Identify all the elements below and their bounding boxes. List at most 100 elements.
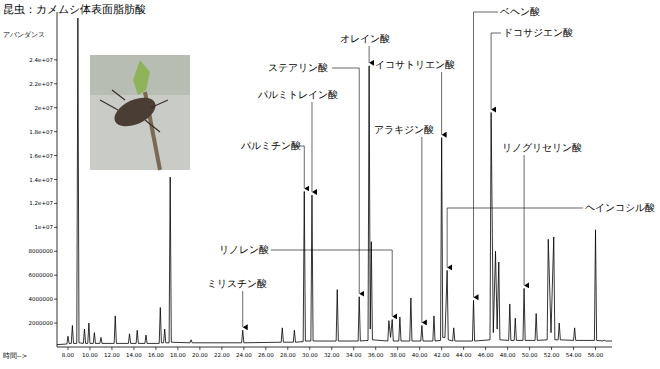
photo: [90, 55, 190, 170]
y-tick-label: 2000000: [29, 320, 54, 326]
annotation-label: ステアリン酸: [268, 62, 328, 73]
y-tick: [54, 203, 57, 204]
annotation-leader: [293, 146, 304, 188]
x-tick-label: 14.00: [126, 352, 142, 358]
x-tick: [111, 347, 112, 350]
y-tick-label: 6000000: [29, 272, 54, 278]
x-tick-label: 30.00: [302, 352, 318, 358]
x-tick: [573, 347, 574, 350]
annotation-leader: [491, 33, 501, 110]
x-tick-label: 16.00: [148, 352, 164, 358]
y-tick-label: 8000000: [29, 248, 54, 254]
x-tick-label: 46.00: [478, 352, 494, 358]
annotations: ミリスチン酸 パルミチン酸 パルミトレイン酸ステアリン酸 オレイン酸イコサトリエン酸ア…: [207, 6, 655, 327]
photo-leaf: [133, 60, 150, 95]
y-tick: [54, 107, 57, 108]
x-tick: [485, 347, 486, 350]
x-tick: [89, 347, 90, 350]
y-tick-label: 1.6e+07: [29, 153, 53, 159]
photo-sky: [90, 55, 190, 95]
y-tick-label: 4000000: [29, 296, 54, 302]
y-tick: [54, 179, 57, 180]
y-tick: [54, 83, 57, 84]
plot-area: [57, 18, 612, 345]
annotation-label: リノレン酸: [219, 244, 269, 255]
x-tick: [265, 347, 266, 350]
title: 昆虫：カメムシ体表面脂肪酸: [3, 3, 146, 16]
x-tick: [441, 347, 442, 350]
y-tick: [54, 155, 57, 156]
x-tick-label: 56.00: [588, 352, 604, 358]
x-tick: [177, 347, 178, 350]
x-tick: [287, 347, 288, 350]
annotation-label: ベヘン酸: [500, 6, 540, 17]
annotation-leader: [242, 291, 243, 327]
y-tick-label: 1.4e+07: [29, 177, 53, 183]
x-tick: [221, 347, 222, 350]
x-label: 時間-->: [3, 352, 27, 360]
annotation-leader: [524, 155, 525, 285]
annotation-label: ミリスチン酸: [207, 278, 267, 289]
x-tick-label: 38.00: [390, 352, 406, 358]
chromatogram-line: [57, 18, 612, 345]
x-tick: [133, 347, 134, 350]
annotation-label: アラキジン酸: [374, 124, 434, 135]
annotation-label: ヘインコシル酸: [585, 202, 655, 213]
annotation-label: オレイン酸: [340, 33, 390, 44]
annotation-label: イコサトリエン酸: [375, 59, 455, 70]
x-tick-label: 48.00: [500, 352, 516, 358]
y-tick-label: 1.2e+07: [29, 200, 53, 206]
annotation-leader: [421, 137, 422, 322]
x-tick-label: 10.00: [82, 352, 98, 358]
x-tick-label: 54.00: [566, 352, 582, 358]
annotation-leader: [311, 102, 312, 192]
x-tick-label: 12.00: [104, 352, 120, 358]
x-tick: [419, 347, 420, 350]
y-tick-label: 1e+07: [35, 224, 54, 230]
annotation-leader: [271, 250, 392, 316]
y-tick-label: 1.8e+07: [29, 129, 53, 135]
x-tick-label: 44.00: [456, 352, 472, 358]
y-tick: [54, 59, 57, 60]
x-tick-label: 50.00: [522, 352, 538, 358]
x-tick: [309, 347, 310, 350]
x-tick-label: 8.00: [62, 352, 75, 358]
annotation-label: パルミチン酸: [240, 140, 301, 151]
x-tick: [67, 347, 68, 350]
x-tick-label: 20.00: [192, 352, 208, 358]
x-tick-label: 52.00: [544, 352, 560, 358]
x-tick: [529, 347, 530, 350]
y-tick: [54, 131, 57, 132]
annotation-leader: [332, 68, 359, 294]
annotation-label: パルミトレイン酸: [257, 89, 338, 100]
x-tick-label: 18.00: [170, 352, 186, 358]
x-tick: [397, 347, 398, 350]
x-tick-label: 26.00: [258, 352, 274, 358]
y-tick: [54, 251, 57, 252]
x-tick: [375, 347, 376, 350]
annotation-leader: [447, 208, 583, 267]
x-tick: [353, 347, 354, 350]
x-tick: [507, 347, 508, 350]
x-tick-label: 36.00: [368, 352, 384, 358]
photo-legs: [100, 90, 168, 132]
y-label: アバンダンス: [3, 31, 45, 39]
x-tick: [155, 347, 156, 350]
annotation-leader: [369, 46, 370, 63]
x-tick-label: 24.00: [236, 352, 252, 358]
y-tick: [54, 275, 57, 276]
x-tick: [199, 347, 200, 350]
x-tick-label: 42.00: [434, 352, 450, 358]
x-tick: [595, 347, 596, 350]
x-tick-label: 34.00: [346, 352, 362, 358]
photo-bg: [90, 55, 190, 170]
y-tick: [54, 299, 57, 300]
y-tick-label: 2.2e+07: [29, 81, 53, 87]
annotation-label: ドコサジエン酸: [503, 27, 573, 38]
y-tick: [54, 227, 57, 228]
x-tick-label: 28.00: [280, 352, 296, 358]
annotation-leader: [441, 72, 442, 135]
x-axis: [57, 347, 612, 348]
y-tick-label: 2.4e+07: [29, 57, 53, 63]
chart: 昆虫：カメムシ体表面脂肪酸アバンダンス時間--> 2000000 4000000 60…: [0, 0, 660, 369]
